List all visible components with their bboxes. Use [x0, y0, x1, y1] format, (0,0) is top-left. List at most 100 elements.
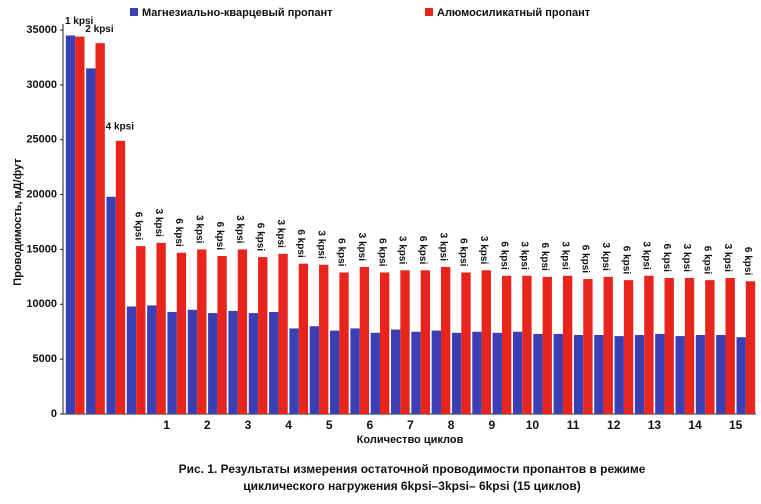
- x-tick-label: 7: [407, 418, 414, 432]
- bar-annotation: 3 kpsi: [681, 244, 692, 273]
- bar: [187, 309, 198, 414]
- bar: [95, 43, 105, 415]
- x-tick-label: 5: [326, 418, 333, 432]
- x-tick-label: 15: [729, 418, 743, 432]
- bar-annotation: 6 kpsi: [539, 242, 550, 271]
- bar-annotation: 3 kpsi: [153, 208, 164, 237]
- bar: [594, 335, 604, 414]
- bar-annotation: 3 kpsi: [559, 241, 570, 270]
- bar: [248, 313, 259, 414]
- bar-annotation: 3 kpsi: [356, 233, 367, 262]
- bar: [440, 266, 451, 414]
- bar: [75, 36, 85, 414]
- x-tick-label: 13: [648, 418, 662, 432]
- bar-annotation: 3 kpsi: [478, 236, 489, 265]
- x-tick-label: 9: [488, 418, 495, 432]
- bar: [147, 305, 157, 414]
- bar: [553, 333, 563, 414]
- bar-annotation: 6 kpsi: [132, 212, 143, 241]
- bar: [705, 280, 715, 414]
- bar-annotation: 4 kpsi: [106, 121, 135, 132]
- bar-annotation: 6 kpsi: [742, 247, 753, 276]
- bar: [655, 333, 665, 414]
- bar: [156, 242, 166, 414]
- bar: [684, 277, 695, 414]
- y-tick-label: 5000: [33, 353, 57, 365]
- bar-annotation: 3 kpsi: [193, 215, 204, 244]
- bar-annotation: 6 kpsi: [336, 238, 347, 267]
- bar: [176, 252, 187, 414]
- bar: [126, 306, 137, 414]
- bar-annotation: 3 kpsi: [234, 215, 245, 244]
- bar-annotation: 6 kpsi: [417, 236, 428, 265]
- x-tick-label: 14: [688, 418, 702, 432]
- bar: [562, 275, 573, 414]
- bar: [512, 331, 523, 414]
- y-tick-label: 35000: [26, 24, 57, 36]
- bar: [359, 266, 370, 414]
- bar: [603, 276, 613, 414]
- bar: [289, 328, 299, 414]
- bar: [583, 279, 593, 414]
- legend-label: Алюмосиликатный пропант: [437, 7, 591, 19]
- bar: [664, 277, 674, 414]
- bar-annotation: 6 kpsi: [702, 246, 713, 275]
- bar: [644, 275, 654, 414]
- bar: [298, 263, 309, 414]
- legend-swatch: [130, 8, 138, 16]
- bar: [634, 335, 645, 414]
- bar: [501, 275, 512, 414]
- bar: [278, 253, 288, 414]
- x-tick-label: 4: [285, 418, 292, 432]
- bar: [745, 281, 756, 414]
- x-axis-label: Количество циклов: [357, 434, 464, 446]
- bar: [217, 256, 227, 414]
- bar: [725, 277, 735, 414]
- bar: [522, 275, 532, 414]
- bar: [736, 337, 746, 414]
- y-tick-label: 15000: [26, 243, 57, 255]
- bar: [542, 276, 552, 414]
- bar: [339, 272, 349, 414]
- bar-annotation: 3 kpsi: [722, 244, 733, 273]
- bar: [309, 326, 320, 414]
- bar: [533, 333, 543, 414]
- bar-annotation: 3 kpsi: [315, 230, 326, 259]
- bar: [115, 140, 126, 414]
- bar-annotation: 6 kpsi: [214, 222, 225, 251]
- bar: [390, 329, 401, 414]
- bar: [695, 335, 706, 414]
- y-tick-label: 10000: [26, 298, 57, 310]
- bar-annotation: 6 kpsi: [173, 218, 184, 247]
- legend-swatch: [425, 8, 433, 16]
- x-tick-label: 12: [607, 418, 621, 432]
- bar: [481, 270, 491, 414]
- bar-annotation: 6 kpsi: [458, 238, 469, 267]
- y-tick-label: 20000: [26, 188, 57, 200]
- bar-annotation: 3 kpsi: [519, 241, 530, 270]
- bar-annotation: 6 kpsi: [580, 245, 591, 274]
- bar: [136, 246, 146, 414]
- bar-annotation: 6 kpsi: [254, 223, 265, 252]
- bar: [258, 257, 268, 414]
- bar-annotation: 3 kpsi: [641, 241, 652, 270]
- x-tick-label: 6: [367, 418, 374, 432]
- bar: [492, 332, 502, 414]
- y-tick-label: 25000: [26, 134, 57, 146]
- bar: [573, 335, 584, 414]
- caption: циклического нагружения 6kpsi–3kpsi– 6kp…: [243, 479, 580, 493]
- bar: [411, 331, 421, 414]
- y-axis-label: Проводимость, мД/фут: [12, 158, 24, 286]
- bar-annotation: 3 kpsi: [600, 242, 611, 271]
- bar: [319, 264, 329, 414]
- bar: [461, 272, 471, 414]
- bar-annotation: 6 kpsi: [661, 244, 672, 273]
- bar: [330, 330, 340, 414]
- bar: [106, 196, 116, 414]
- bar: [451, 332, 462, 414]
- bar-annotation: 3 kpsi: [275, 219, 286, 248]
- bar: [420, 270, 431, 414]
- bar: [472, 331, 482, 414]
- bar: [614, 336, 624, 414]
